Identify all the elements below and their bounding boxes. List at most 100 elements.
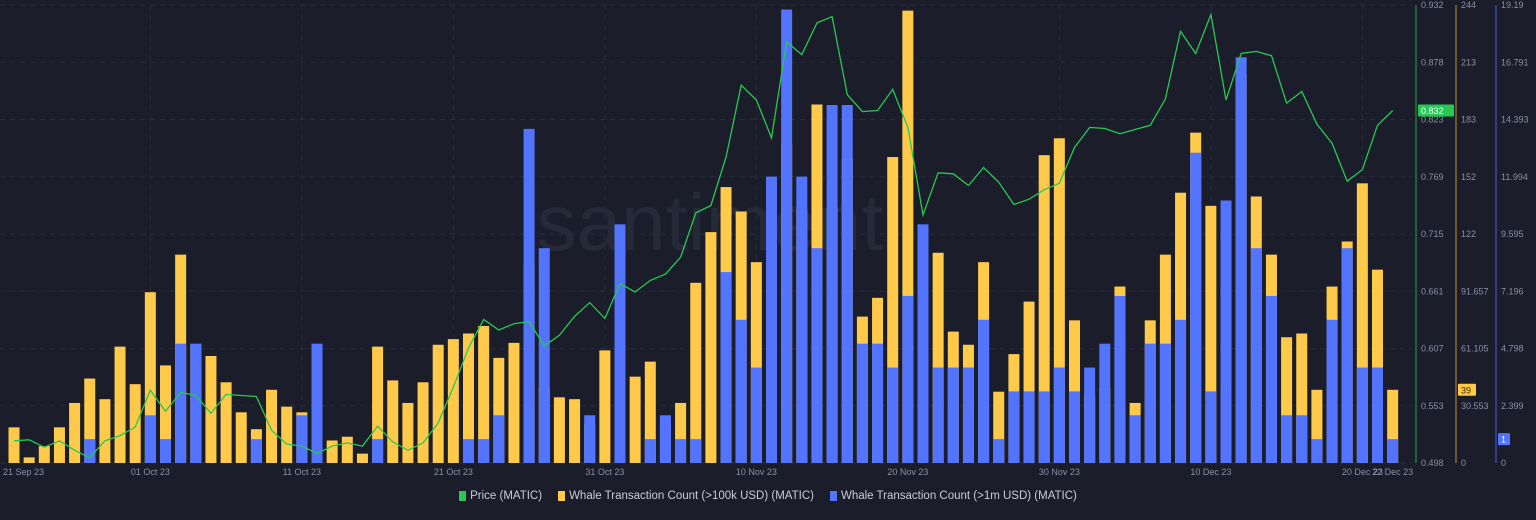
bar-whale-100k bbox=[235, 412, 247, 463]
bar-whale-1m bbox=[175, 343, 187, 463]
bar-whale-100k bbox=[675, 402, 687, 463]
bar-whale-1m bbox=[1372, 367, 1383, 463]
x-tick-label: 01 Oct 23 bbox=[131, 467, 170, 477]
bar-whale-1m bbox=[1387, 439, 1399, 463]
bar-whale-100k bbox=[1038, 155, 1050, 463]
bar-whale-100k bbox=[463, 333, 474, 463]
y-tick-label-price: 0.878 bbox=[1421, 57, 1444, 67]
bar-whale-100k bbox=[38, 446, 50, 463]
bar-whale-1m bbox=[750, 367, 762, 463]
bar-whale-100k bbox=[281, 406, 293, 463]
bar-whale-100k bbox=[447, 339, 459, 463]
bar-whale-100k bbox=[417, 382, 429, 463]
bar-whale-100k bbox=[99, 399, 111, 463]
bar-whale-1m bbox=[781, 9, 793, 463]
bar-whale-1m bbox=[1084, 367, 1096, 463]
y-tick-label-price: 0.607 bbox=[1421, 344, 1444, 354]
bar-whale-100k bbox=[1296, 333, 1308, 463]
bar-whale-100k bbox=[160, 365, 171, 463]
bar-whale-100k bbox=[129, 384, 141, 463]
bar-whale-100k bbox=[1023, 301, 1035, 463]
bar-whale-100k bbox=[478, 325, 490, 463]
bar-whale-1m bbox=[841, 105, 853, 464]
bar-whale-1m bbox=[978, 319, 990, 463]
bar-whale-100k bbox=[644, 361, 656, 463]
bar-whale-1m bbox=[584, 415, 596, 463]
bar-whale-100k bbox=[569, 399, 581, 463]
bar-whale-1m bbox=[493, 415, 505, 463]
bar-whale-1m bbox=[463, 439, 474, 463]
x-tick-label: 20 Dec 23 bbox=[1342, 467, 1383, 477]
y-tick-label-whale-1m: 16.791 bbox=[1501, 57, 1529, 67]
bar-whale-100k bbox=[432, 344, 444, 463]
bar-whale-1m bbox=[735, 319, 747, 463]
bar-whale-100k bbox=[402, 402, 414, 463]
x-tick-label: 22 Dec 23 bbox=[1372, 467, 1413, 477]
bar-whale-100k bbox=[887, 157, 899, 463]
bar-whale-1m bbox=[1205, 391, 1217, 463]
bar-whale-1m bbox=[144, 415, 156, 463]
y-tick-label-whale-100k: 0 bbox=[1461, 458, 1466, 468]
bar-whale-1m bbox=[1008, 391, 1020, 463]
legend-label: Whale Transaction Count (>1m USD) (MATIC… bbox=[840, 490, 1077, 502]
bar-whale-1m bbox=[1099, 343, 1111, 463]
legend: Price (MATIC) Whale Transaction Count (>… bbox=[0, 490, 1536, 502]
bar-whale-1m bbox=[659, 415, 671, 463]
y-tick-label-price: 0.498 bbox=[1421, 458, 1444, 468]
bar-whale-100k bbox=[1356, 183, 1368, 463]
bar-whale-1m bbox=[962, 367, 974, 463]
bar-whale-100k bbox=[114, 346, 126, 463]
legend-swatch-whale-100k bbox=[558, 491, 566, 501]
y-tick-label-price: 0.932 bbox=[1421, 0, 1444, 10]
bar-whale-1m bbox=[250, 439, 262, 463]
y-tick-label-whale-1m: 19.19 bbox=[1501, 0, 1524, 10]
y-tick-label-whale-100k: 30.553 bbox=[1461, 401, 1489, 411]
bar-whale-100k bbox=[1053, 138, 1065, 463]
legend-label: Whale Transaction Count (>100k USD) (MAT… bbox=[569, 490, 814, 502]
x-tick-label: 21 Sep 23 bbox=[3, 467, 44, 477]
y-tick-label-whale-100k: 61.105 bbox=[1461, 344, 1489, 354]
bar-whale-1m bbox=[826, 105, 838, 464]
bar-whale-1m bbox=[690, 439, 702, 463]
bar-whale-1m bbox=[1114, 295, 1126, 463]
bar-whale-1m bbox=[947, 367, 959, 463]
bar-whale-100k bbox=[53, 427, 65, 463]
legend-item-whale-1m[interactable]: Whale Transaction Count (>1m USD) (MATIC… bbox=[829, 490, 1077, 502]
bar-whale-100k bbox=[341, 436, 353, 463]
current-value-label-price: 0.832 bbox=[1421, 106, 1444, 116]
y-tick-label-whale-1m: 0 bbox=[1501, 458, 1506, 468]
bar-whale-1m bbox=[614, 224, 626, 463]
y-tick-label-price: 0.715 bbox=[1421, 229, 1444, 239]
bar-whale-100k bbox=[705, 232, 717, 463]
bar-whale-1m bbox=[1326, 319, 1338, 463]
x-tick-label: 31 Oct 23 bbox=[585, 467, 624, 477]
legend-item-price[interactable]: Price (MATIC) bbox=[459, 490, 542, 502]
bar-whale-100k bbox=[993, 391, 1005, 463]
bar-whale-100k bbox=[508, 342, 520, 463]
bar-whale-1m bbox=[917, 224, 929, 463]
bar-whale-1m bbox=[856, 343, 868, 463]
bar-whale-100k bbox=[144, 292, 156, 463]
x-tick-label: 10 Nov 23 bbox=[736, 467, 777, 477]
legend-swatch-whale-1m bbox=[829, 491, 837, 501]
bar-whale-1m bbox=[538, 248, 550, 463]
current-value-badge-price bbox=[1418, 104, 1454, 117]
bar-whale-1m bbox=[1159, 343, 1171, 463]
bar-whale-1m bbox=[372, 439, 384, 463]
bar-whale-1m bbox=[675, 439, 687, 463]
bar-whale-1m bbox=[311, 343, 323, 463]
bar-whale-1m bbox=[523, 128, 535, 463]
legend-item-whale-100k[interactable]: Whale Transaction Count (>100k USD) (MAT… bbox=[558, 490, 814, 502]
bar-whale-1m bbox=[1053, 367, 1065, 463]
bar-whale-1m bbox=[1356, 367, 1368, 463]
bar-whale-1m bbox=[84, 439, 96, 463]
y-tick-label-price: 0.823 bbox=[1421, 115, 1444, 125]
bar-whale-1m bbox=[1129, 415, 1141, 463]
y-tick-label-whale-1m: 4.798 bbox=[1501, 344, 1524, 354]
bar-whale-1m bbox=[160, 439, 171, 463]
current-value-badge-whale-1m bbox=[1498, 433, 1510, 446]
bar-whale-100k bbox=[1387, 389, 1399, 463]
bar-whale-1m bbox=[190, 343, 202, 463]
bar-whale-100k bbox=[902, 10, 914, 464]
